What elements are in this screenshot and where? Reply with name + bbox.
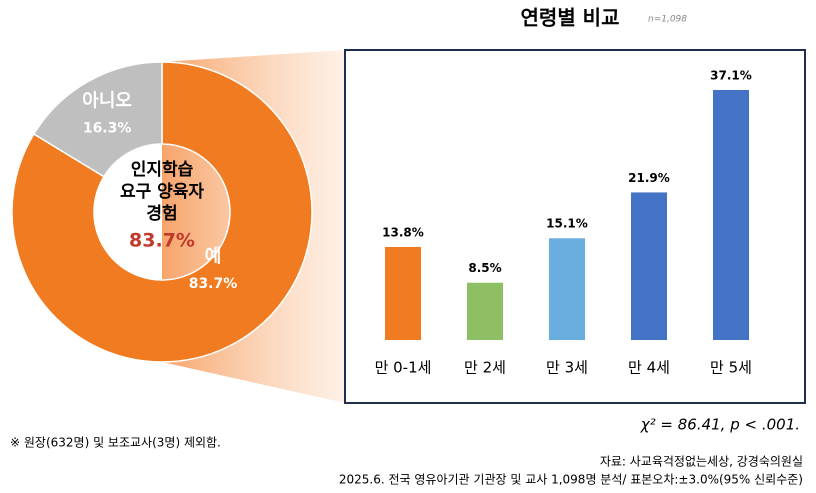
x-tick-label: 만 5세: [710, 359, 752, 377]
x-tick-label: 만 3세: [546, 359, 588, 377]
x-tick-label: 만 4세: [628, 359, 670, 377]
value-label: 13.8%: [382, 226, 424, 240]
center-value: 83.7%: [129, 230, 195, 252]
bar: [631, 192, 667, 340]
slice-label: 예: [205, 246, 222, 267]
value-label: 15.1%: [546, 217, 588, 231]
bar: [385, 247, 421, 340]
annotation: χ² = 86.41, p < .001.: [640, 416, 800, 434]
bar: [713, 90, 749, 340]
center-label: 경험: [146, 203, 177, 224]
x-tick-label: 만 2세: [464, 359, 506, 377]
source: 자료: 사교육걱정없는세상, 강경숙의원실: [600, 455, 803, 469]
center-label: 인지학습: [131, 160, 194, 180]
value-label: 21.9%: [628, 171, 670, 185]
value-label: 8.5%: [468, 261, 501, 275]
slice-label: 아니오: [82, 90, 132, 111]
source: 2025.6. 전국 영유아기관 기관장 및 교사 1,098명 분석/ 표본오…: [339, 473, 803, 487]
bar-subtitle: n=1,098: [648, 15, 687, 25]
slice-value-label: 16.3%: [83, 120, 132, 136]
pie-slice: [32, 61, 163, 178]
x-tick-label: 만 0-1세: [375, 359, 432, 377]
bar-title: 연령별 비교: [521, 6, 620, 30]
slice-value-label: 83.7%: [189, 276, 238, 292]
value-label: 37.1%: [710, 69, 752, 83]
footnote: ※ 원장(632명) 및 보조교사(3명) 제외함.: [10, 436, 221, 450]
center-label: 요구 양육자: [120, 182, 204, 202]
pie-slice: [11, 61, 313, 363]
bar: [549, 238, 585, 340]
bar: [467, 282, 503, 340]
